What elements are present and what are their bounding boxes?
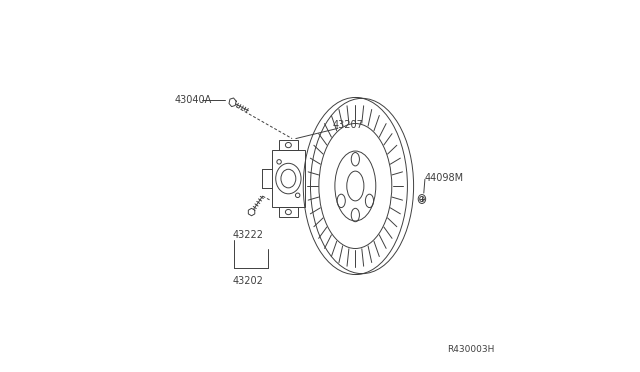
Bar: [279, 207, 298, 217]
Text: 43207: 43207: [332, 121, 363, 130]
Text: 43040A: 43040A: [175, 96, 212, 105]
Text: 43202: 43202: [233, 276, 264, 286]
Bar: [271, 150, 305, 207]
Bar: [279, 140, 298, 150]
Text: 44098M: 44098M: [425, 173, 464, 183]
Text: 43222: 43222: [233, 230, 264, 240]
Text: R430003H: R430003H: [447, 345, 495, 354]
